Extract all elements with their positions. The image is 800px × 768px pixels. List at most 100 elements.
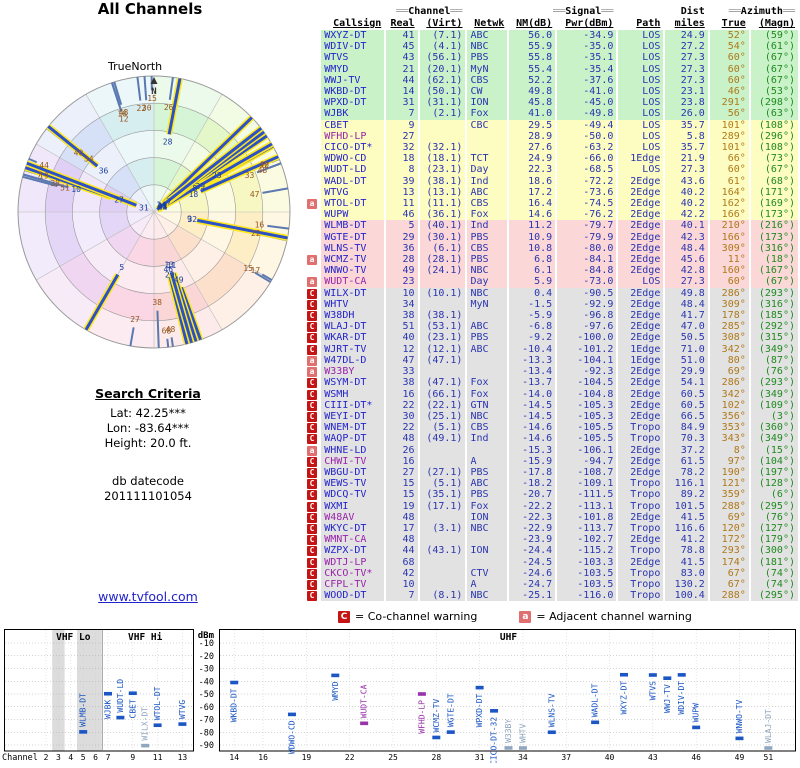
azimuth-spoke <box>267 224 290 230</box>
cell-call[interactable]: WCMZ-TV <box>320 254 387 266</box>
cell-call[interactable]: CHWI-TV <box>320 455 387 467</box>
cell-call[interactable]: WUPW <box>320 209 387 221</box>
cell-call[interactable]: WUDT-LD <box>320 164 387 176</box>
cell-call[interactable]: WLNS-TV <box>320 242 387 255</box>
cell-call[interactable]: WZPX-DT <box>320 545 387 557</box>
cell-call[interactable]: WJRT-TV <box>320 343 387 355</box>
cell-call[interactable]: WKYC-DT <box>320 522 387 535</box>
cell-call[interactable]: WMNT-CA <box>320 534 387 546</box>
cell-path: 2Edge <box>617 556 666 568</box>
cell-miles: 40.2 <box>664 186 710 199</box>
dbm-tick: -30 <box>199 665 214 675</box>
polar-channel-label: 29 <box>165 270 175 279</box>
cell-call[interactable]: WMYD <box>320 63 387 75</box>
cell-miles: 100.4 <box>664 590 710 602</box>
cell-call[interactable]: W48AV <box>320 511 387 523</box>
cell-call[interactable]: WSMH <box>320 388 387 400</box>
cell-call[interactable]: CKCO-TV* <box>320 567 387 579</box>
cell-call[interactable]: WLMB-DT <box>320 220 387 232</box>
cell-magn: (316°) <box>749 298 800 311</box>
polar-channel-label: 14 <box>156 201 166 210</box>
table-row: C WEWS-TV 15 (5.1) ABC -18.2 -109.1 Tropo 116.1 1… <box>306 478 800 490</box>
cell-net: PBS <box>466 52 510 64</box>
cell-call[interactable]: WEYI-DT <box>320 410 387 423</box>
cell-call[interactable]: W38DH <box>320 310 387 322</box>
cell-pwr: -68.5 <box>556 164 619 176</box>
cell-nm: -5.9 <box>508 310 558 322</box>
cell-true: 60° <box>708 52 751 64</box>
cell-call[interactable]: WUDT-CA <box>320 276 387 288</box>
cell-pwr: -104.1 <box>556 354 619 367</box>
cell-true: 164° <box>708 186 751 199</box>
cell-call[interactable]: WTOL-DT <box>320 198 387 210</box>
cell-net: NBC <box>466 590 510 602</box>
cell-call[interactable]: WKBD-DT <box>320 86 387 98</box>
cell-call[interactable]: WXMI <box>320 500 387 512</box>
cell-call[interactable]: WNEM-DT <box>320 422 387 434</box>
cell-call[interactable]: WBGU-DT <box>320 466 387 479</box>
station-marker <box>504 746 513 750</box>
cell-virt: (18.1) <box>418 153 468 165</box>
cell-call[interactable]: WDIV-DT <box>320 41 387 53</box>
cell-magn: (67°) <box>749 52 800 64</box>
adjacent-channel-warning-badge: a <box>307 199 317 210</box>
station-label: WLAJ-DT <box>764 709 773 743</box>
cell-nm: 55.8 <box>508 52 558 64</box>
station-label: WPXD-DT <box>475 693 484 727</box>
cell-call[interactable]: WDCQ-TV <box>320 489 387 501</box>
cell-call[interactable]: W33BY <box>320 366 387 378</box>
cell-call[interactable]: WDTJ-LP <box>320 556 387 568</box>
warning-marker-cell <box>306 231 322 243</box>
co-channel-warning-badge: C <box>307 423 317 434</box>
cell-call[interactable]: WGTE-DT <box>320 231 387 243</box>
warning-marker-cell <box>306 265 322 277</box>
cell-call[interactable]: WPXD-DT <box>320 97 387 109</box>
cell-call[interactable]: WWJ-TV <box>320 74 387 87</box>
cell-path: LOS <box>617 119 666 131</box>
cell-call[interactable]: WILX-DT <box>320 287 387 299</box>
cell-call[interactable]: WLAJ-DT <box>320 321 387 333</box>
cell-call[interactable]: CFPL-TV <box>320 578 387 591</box>
polar-channel-label: 38 <box>152 298 162 307</box>
cell-call[interactable]: WNWO-TV <box>320 265 387 277</box>
cell-call[interactable]: WOOD-DT <box>320 590 387 602</box>
adjacent-channel-warning-label: = Adjacent channel warning <box>536 610 692 623</box>
channel-tick: 3 <box>56 753 61 762</box>
station-label: WMYD <box>331 681 340 700</box>
warning-marker-cell: C <box>306 410 322 423</box>
cell-net: Ind <box>466 433 510 445</box>
cell-nm: -14.5 <box>508 399 558 411</box>
cell-net <box>466 310 510 322</box>
cell-call[interactable]: WADL-DT <box>320 175 387 187</box>
cell-call[interactable]: WHNE-LD <box>320 444 387 456</box>
cell-true: 293° <box>708 545 751 557</box>
cell-call[interactable]: WFHD-LP <box>320 130 387 143</box>
cell-real: 68 <box>385 556 420 568</box>
cell-call[interactable]: WEWS-TV <box>320 478 387 490</box>
cell-miles: 24.9 <box>664 30 710 42</box>
cell-call[interactable]: WTVS <box>320 52 387 64</box>
cell-call[interactable]: WKAR-DT <box>320 332 387 344</box>
cell-pwr: -100.0 <box>556 332 619 344</box>
cell-call[interactable]: W47DL-D <box>320 354 387 367</box>
cell-call[interactable]: CIII-DT* <box>320 399 387 411</box>
cell-call[interactable]: WSYM-DT <box>320 377 387 389</box>
tvfool-link[interactable]: www.tvfool.com <box>98 589 198 604</box>
cell-call[interactable]: WAQP-DT <box>320 433 387 445</box>
cell-virt: (23.1) <box>418 164 468 176</box>
cell-call[interactable]: WHTV <box>320 298 387 311</box>
table-row: WWJ-TV 44 (62.1) CBS 52.2 -37.6 LOS 27.3 60° (67°… <box>306 74 800 87</box>
cell-call[interactable]: CICO-DT* <box>320 142 387 154</box>
cell-call[interactable]: WTVG <box>320 186 387 199</box>
polar-channel-label: 49 <box>174 275 184 284</box>
azimuth-spoke <box>256 162 282 174</box>
cell-call[interactable]: WDWO-CD <box>320 153 387 165</box>
dbm-tick: -40 <box>199 677 214 687</box>
cell-call[interactable]: WJBK <box>320 108 387 120</box>
cell-call[interactable]: WXYZ-DT <box>320 30 387 42</box>
cell-nm: -22.2 <box>508 500 558 512</box>
cell-call[interactable]: CBET <box>320 119 387 131</box>
co-channel-warning-badge: C <box>307 344 317 355</box>
cell-net: ABC <box>466 343 510 355</box>
cell-real: 19 <box>385 500 420 512</box>
